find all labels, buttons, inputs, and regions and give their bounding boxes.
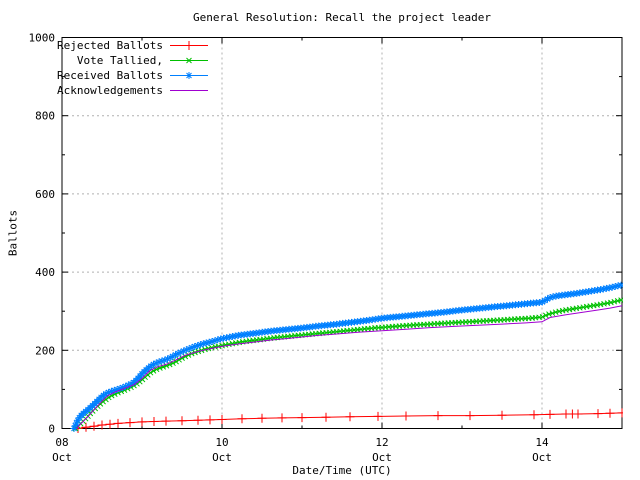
series-line — [76, 305, 623, 429]
series-received-ballots — [70, 281, 623, 432]
legend-marker-plus-icon — [184, 41, 194, 50]
chart-title: General Resolution: Recall the project l… — [192, 11, 492, 24]
series-markers — [73, 408, 623, 433]
y-tick-label: 1000 — [29, 32, 56, 45]
legend-marker-cross-icon — [186, 57, 192, 64]
legend-sample-line — [170, 41, 208, 50]
series-markers — [70, 281, 623, 432]
x-tick-label: 12 — [375, 436, 388, 449]
y-tick-label: 400 — [35, 266, 55, 279]
y-tick-label: 600 — [35, 188, 55, 201]
legend-item-received-ballots: Received Ballots — [56, 68, 210, 83]
legend-sample-line — [170, 90, 208, 91]
x-axis-label: Date/Time (UTC) — [292, 464, 392, 477]
y-tick-label: 0 — [48, 423, 55, 436]
x-tick-label: Oct — [532, 451, 552, 464]
x-tick-label: Oct — [372, 451, 392, 464]
y-tick-label: 200 — [35, 344, 55, 357]
series-line — [73, 284, 623, 429]
x-tick-label: Oct — [52, 451, 72, 464]
legend-marker-star-icon — [185, 72, 193, 79]
x-tick-label: 08 — [55, 436, 68, 449]
x-tick-label: 10 — [215, 436, 228, 449]
series-rejected-ballots — [73, 408, 623, 433]
legend-label: Acknowledgements — [57, 84, 163, 97]
legend-label: Rejected Ballots — [57, 39, 163, 52]
legend-label: Vote Tallied, — [76, 54, 163, 67]
plot-border — [61, 37, 623, 429]
legend-item-acknowledgements: Acknowledgements — [56, 83, 210, 98]
legend-label: Received Ballots — [57, 69, 163, 82]
legend: Rejected Ballots Vote Tallied, Received … — [56, 38, 210, 98]
y-axis-label: Ballots — [6, 209, 20, 257]
series-acknowledgements — [76, 305, 623, 429]
legend-item-rejected-ballots: Rejected Ballots — [56, 38, 210, 53]
y-tick-label: 800 — [35, 110, 55, 123]
legend-sample-line — [170, 57, 208, 64]
x-tick-label: 14 — [535, 436, 549, 449]
legend-sample-line — [170, 72, 208, 79]
x-tick-label: Oct — [212, 451, 232, 464]
legend-item-vote-tallied: Vote Tallied, — [56, 53, 210, 68]
